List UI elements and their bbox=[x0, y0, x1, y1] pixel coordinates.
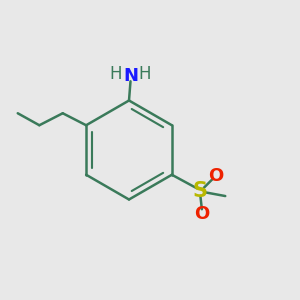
Text: H: H bbox=[110, 65, 122, 83]
Text: O: O bbox=[194, 205, 209, 223]
Text: S: S bbox=[193, 181, 208, 201]
Text: N: N bbox=[123, 67, 138, 85]
Text: O: O bbox=[208, 167, 224, 185]
Text: H: H bbox=[139, 65, 151, 83]
